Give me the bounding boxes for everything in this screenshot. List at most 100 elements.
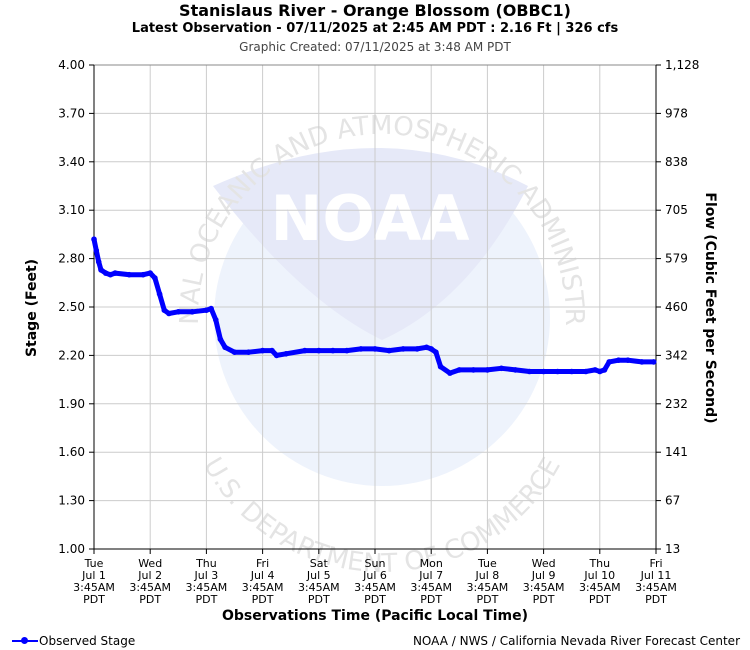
y2-axis-title: Flow (Cubic Feet per Second) [702,192,718,423]
data-point [91,236,97,242]
data-point [95,259,102,265]
data-point [400,346,406,352]
data-point [592,367,598,373]
data-point [213,317,219,323]
data-point [161,307,168,314]
y-tick-label: 1.90 [58,397,85,411]
data-point [358,346,364,352]
data-point [166,310,172,317]
data-point [273,352,280,359]
data-point [112,270,118,276]
y2-tick-label: 705 [665,203,688,217]
watermark-bird [213,148,528,340]
data-point [203,307,210,314]
data-point [316,347,322,354]
data-point [568,368,575,375]
data-point [615,357,622,364]
watermark-logo-text: NOAA [271,182,470,255]
y-tick-label: 1.60 [58,445,85,459]
data-point [498,365,505,372]
x-tick-label: Fri Jul 11 3:45AM PDT [635,557,677,606]
data-point [93,247,100,254]
x-axis-ticks: Tue Jul 1 3:45AM PDT Wed Jul 2 3:45AM PDT Thu Jul… [73,549,677,606]
x-tick-label: Tue Jul 8 3:45AM PDT [467,557,509,606]
data-point [512,367,519,373]
data-point [639,359,645,365]
y-tick-label: 1.00 [58,542,85,556]
data-point [147,270,153,276]
data-point [372,346,378,352]
data-point [540,368,547,375]
data-point [414,346,420,352]
x-tick-label: Wed Jul 2 3:45AM PDT [129,557,171,606]
data-point [156,291,163,297]
data-point [433,349,439,356]
data-point [625,357,631,364]
y-axis-title: Stage (Feet) [24,259,40,357]
graphic-created-text: Graphic Created: 07/11/2025 at 3:48 AM P… [239,40,511,54]
series-observed-stage [91,236,657,376]
data-point [302,347,308,354]
footer-credit: NOAA / NWS / California Nevada River For… [412,634,740,648]
data-point [98,267,104,273]
right-axis-ticks: 13 67 141 232 342 460 579 705 838 978 1,128 [656,58,699,556]
y2-tick-label: 13 [665,542,680,556]
y2-tick-label: 978 [665,106,688,120]
data-point [152,275,158,281]
data-point [126,271,132,278]
x-tick-label: Sun Jul 6 3:45AM PDT [354,557,396,606]
y2-tick-label: 838 [665,155,688,169]
data-point [601,367,608,373]
data-point [597,368,603,375]
data-point [107,271,114,278]
data-point [437,363,444,370]
y2-tick-label: 460 [665,300,688,314]
data-point [456,367,463,373]
data-point [245,349,252,356]
data-point [423,344,430,351]
x-tick-label: Fri Jul 4 3:45AM PDT [242,557,284,606]
data-point [217,336,224,343]
y2-tick-label: 67 [665,494,680,508]
y-tick-label: 1.30 [58,494,85,508]
data-point [650,359,657,365]
legend: Observed Stage [12,634,135,648]
data-point [606,359,612,365]
data-point [470,367,477,373]
x-tick-label: Thu Jul 3 3:45AM PDT [186,557,228,606]
data-point [231,349,238,356]
data-point [189,309,196,315]
x-tick-label: Thu Jul 10 3:45AM PDT [579,557,621,606]
data-point [175,309,182,315]
y-tick-label: 2.80 [58,252,85,266]
chart-title: Stanislaus River - Orange Blossom (OBBC1… [179,1,571,20]
y2-tick-label: 141 [665,445,688,459]
data-point [344,347,350,354]
data-point [330,347,336,354]
data-point [102,270,109,276]
y-tick-label: 3.70 [58,106,85,120]
x-tick-label: Tue Jul 1 3:45AM PDT [73,557,115,606]
x-tick-label: Sat Jul 5 3:45AM PDT [298,557,340,606]
y2-tick-label: 579 [665,252,688,266]
data-point [428,346,435,352]
grid-lines [93,64,657,550]
data-point [259,347,266,354]
legend-swatch [12,636,38,646]
y2-tick-label: 342 [665,348,688,362]
data-point [222,344,228,351]
data-point [386,347,392,354]
y-tick-label: 3.40 [58,155,85,169]
data-point [269,347,275,354]
left-axis-ticks: 1.00 1.30 1.60 1.90 2.20 2.50 2.80 3.10 3.40 3.70… [58,58,94,556]
y2-tick-label: 1,128 [665,58,699,72]
data-point [484,367,491,373]
data-point [283,351,289,357]
y-tick-label: 2.20 [58,348,85,362]
x-tick-label: Wed Jul 9 3:45AM PDT [523,557,565,606]
data-point [554,368,561,375]
latest-observation-subtitle: Latest Observation - 07/11/2025 at 2:45 … [131,21,619,36]
data-point [526,368,533,375]
y-tick-label: 3.10 [58,203,85,217]
